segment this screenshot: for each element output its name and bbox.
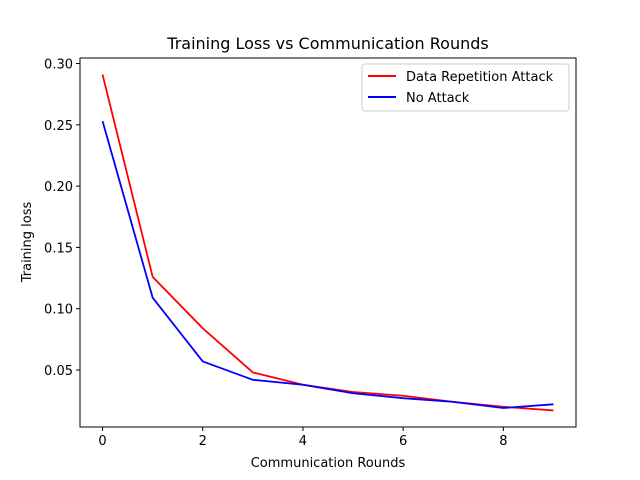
x-tick-label: 6 bbox=[399, 434, 407, 449]
y-tick-label: 0.05 bbox=[44, 364, 73, 379]
series-line-no-attack bbox=[101, 120, 554, 409]
chart-title: Training Loss vs Communication Rounds bbox=[166, 34, 488, 53]
y-axis-ticks: 0.05 0.10 0.15 0.20 0.25 0.30 bbox=[44, 58, 80, 379]
legend-box bbox=[361, 63, 570, 112]
legend: Data Repetition Attack No Attack bbox=[361, 63, 570, 112]
y-tick-label: 0.15 bbox=[44, 241, 73, 256]
axes-frame bbox=[79, 57, 577, 428]
legend-label-no-attack: No Attack bbox=[406, 91, 470, 106]
series-layer bbox=[101, 74, 554, 412]
x-tick-label: 0 bbox=[98, 434, 106, 449]
y-tick-label: 0.20 bbox=[44, 180, 73, 195]
plot-area: 0 2 4 6 8 0.05 0.10 0.15 0.20 0.25 0.30 bbox=[44, 57, 577, 449]
x-axis-ticks: 0 2 4 6 8 bbox=[98, 427, 507, 449]
x-axis-label: Communication Rounds bbox=[251, 456, 406, 471]
legend-label-data-repetition-attack: Data Repetition Attack bbox=[406, 70, 554, 85]
y-tick-label: 0.30 bbox=[44, 58, 73, 73]
y-tick-label: 0.10 bbox=[44, 303, 73, 318]
y-axis-label: Training loss bbox=[20, 202, 35, 284]
x-tick-label: 4 bbox=[299, 434, 307, 449]
x-tick-label: 8 bbox=[499, 434, 507, 449]
x-tick-label: 2 bbox=[199, 434, 207, 449]
y-tick-label: 0.25 bbox=[44, 119, 73, 134]
